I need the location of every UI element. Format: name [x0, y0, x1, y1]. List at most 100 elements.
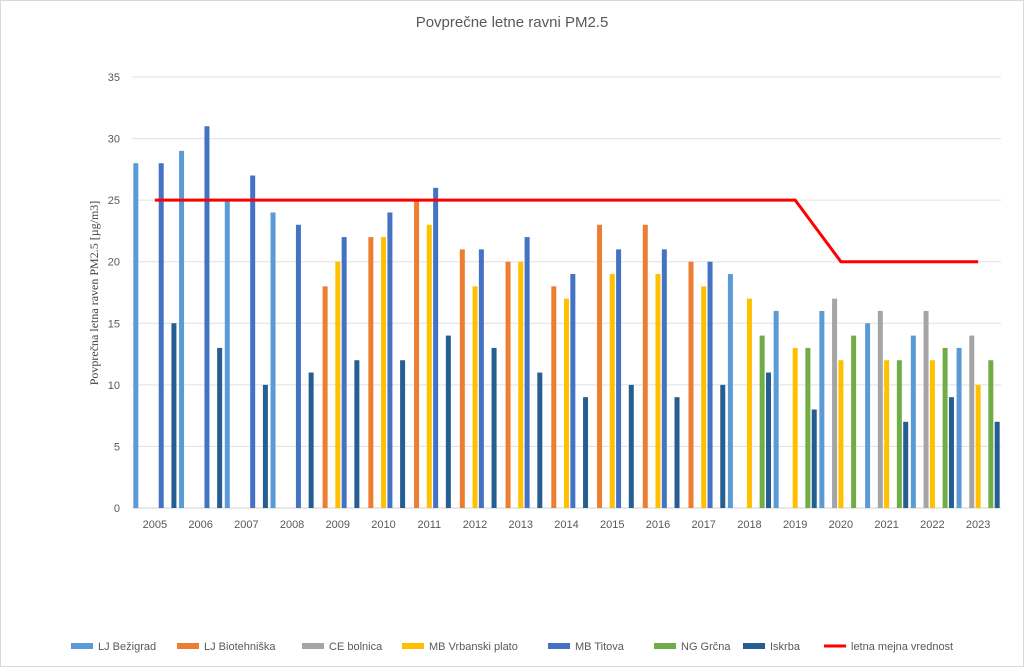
y-tick-label: 35: [108, 72, 120, 84]
bar-ng-gr-na-2022: [942, 347, 948, 508]
legend-label: Iskrba: [770, 641, 801, 653]
legend-swatch: [71, 643, 93, 649]
y-tick-label: 20: [108, 257, 120, 269]
bar-mb-titova-2008: [295, 224, 301, 508]
x-tick-label: 2020: [829, 519, 853, 531]
bar-lj-biotehni-ka-2011: [414, 200, 420, 508]
x-tick-label: 2015: [600, 519, 624, 531]
x-tick-label: 2007: [234, 519, 258, 531]
x-tick-label: 2019: [783, 519, 807, 531]
bars: [133, 126, 1000, 509]
x-tick-label: 2014: [554, 519, 578, 531]
legend: LJ Bežigrad LJ Biotehniška CE bolnica MB Vr…: [71, 641, 953, 653]
legend-swatch: [654, 643, 676, 649]
bar-ce-bolnica-2020: [832, 298, 838, 508]
bar-mb-vrbanski-plato-2012: [472, 286, 478, 508]
bar-iskrba-2010: [400, 360, 406, 508]
bar-lj-be-igrad-2021: [865, 323, 871, 508]
bar-lj-biotehni-ka-2016: [642, 224, 648, 508]
bar-iskrba-2013: [537, 372, 543, 508]
bar-lj-be-igrad-2005: [133, 163, 139, 508]
bar-mb-titova-2005: [158, 163, 164, 508]
bar-iskrba-2011: [445, 335, 451, 508]
bar-lj-biotehni-ka-2015: [597, 224, 603, 508]
bar-iskrba-2015: [628, 384, 634, 508]
limit-line-layer: [154, 198, 979, 264]
bar-mb-titova-2014: [570, 274, 576, 508]
bar-iskrba-2018: [765, 372, 771, 508]
x-tick-label: 2017: [691, 519, 715, 531]
bar-mb-titova-2007: [250, 175, 256, 508]
y-tick-label: 5: [114, 441, 120, 453]
legend-label: NG Grčna: [681, 641, 731, 653]
bar-lj-be-igrad-2022: [910, 335, 916, 508]
bar-lj-be-igrad-2023: [956, 347, 962, 508]
x-tick-label: 2013: [509, 519, 533, 531]
y-tick-label: 25: [108, 195, 120, 207]
bar-iskrba-2021: [903, 421, 909, 508]
bar-mb-titova-2011: [433, 187, 439, 509]
bar-iskrba-2023: [994, 421, 1000, 508]
legend-label: LJ Biotehniška: [204, 641, 276, 653]
y-axis-ticks: 0 5 10 15 20 25 30 35: [108, 72, 120, 515]
bar-lj-biotehni-ka-2010: [368, 237, 374, 509]
bar-iskrba-2007: [262, 384, 268, 508]
bar-lj-be-igrad-2019: [773, 310, 779, 508]
bar-iskrba-2009: [354, 360, 360, 508]
x-tick-label: 2012: [463, 519, 487, 531]
bar-mb-vrbanski-plato-2020: [838, 360, 844, 508]
bar-mb-titova-2006: [204, 126, 210, 508]
bar-iskrba-2016: [674, 397, 680, 508]
bar-ng-gr-na-2023: [988, 360, 994, 508]
bar-mb-vrbanski-plato-2021: [884, 360, 890, 508]
bar-mb-titova-2009: [341, 237, 347, 509]
bar-iskrba-2006: [217, 347, 223, 508]
bar-iskrba-2008: [308, 372, 314, 508]
bar-iskrba-2012: [491, 347, 497, 508]
legend-label: LJ Bežigrad: [98, 641, 156, 653]
bar-mb-vrbanski-plato-2017: [701, 286, 707, 508]
bar-lj-biotehni-ka-2014: [551, 286, 557, 508]
bar-ce-bolnica-2022: [923, 310, 929, 508]
bar-mb-vrbanski-plato-2023: [975, 384, 981, 508]
bar-mb-vrbanski-plato-2014: [564, 298, 569, 508]
legend-label: MB Titova: [575, 641, 625, 653]
bar-iskrba-2014: [583, 397, 589, 508]
bar-mb-vrbanski-plato-2022: [929, 360, 935, 508]
bar-lj-be-igrad-2007: [224, 200, 230, 508]
bar-mb-vrbanski-plato-2011: [426, 224, 432, 508]
x-tick-label: 2023: [966, 519, 990, 531]
x-tick-label: 2011: [417, 519, 441, 531]
chart-title: Povprečne letne ravni PM2.5: [416, 14, 609, 31]
bar-mb-titova-2017: [707, 261, 713, 508]
bar-ng-gr-na-2021: [896, 360, 902, 508]
bar-mb-vrbanski-plato-2016: [655, 274, 661, 508]
bar-mb-vrbanski-plato-2019: [792, 347, 798, 508]
y-axis-label: Povprečna letna raven PM2.5 [µg/m3]: [87, 201, 101, 386]
bar-mb-titova-2013: [524, 237, 530, 509]
legend-swatch: [302, 643, 324, 649]
bar-ce-bolnica-2021: [877, 310, 883, 508]
bar-lj-biotehni-ka-2013: [505, 261, 511, 508]
legend-label: MB Vrbanski plato: [429, 641, 518, 653]
y-tick-label: 30: [108, 134, 120, 146]
x-tick-label: 2008: [280, 519, 304, 531]
bar-iskrba-2019: [811, 409, 817, 508]
bar-lj-be-igrad-2006: [179, 150, 185, 508]
bar-mb-vrbanski-plato-2015: [609, 274, 615, 508]
bar-mb-vrbanski-plato-2013: [518, 261, 524, 508]
bar-lj-biotehni-ka-2017: [688, 261, 694, 508]
bar-mb-vrbanski-plato-2018: [746, 298, 752, 508]
bar-iskrba-2022: [948, 397, 954, 508]
y-tick-label: 15: [108, 318, 120, 330]
legend-swatch: [548, 643, 570, 649]
bar-iskrba-2005: [171, 323, 177, 508]
bar-lj-be-igrad-2008: [270, 212, 276, 508]
bar-mb-titova-2015: [616, 249, 622, 508]
bar-mb-vrbanski-plato-2010: [381, 237, 387, 509]
x-tick-label: 2006: [188, 519, 212, 531]
bar-mb-titova-2016: [661, 249, 667, 508]
y-tick-label: 0: [114, 503, 120, 515]
